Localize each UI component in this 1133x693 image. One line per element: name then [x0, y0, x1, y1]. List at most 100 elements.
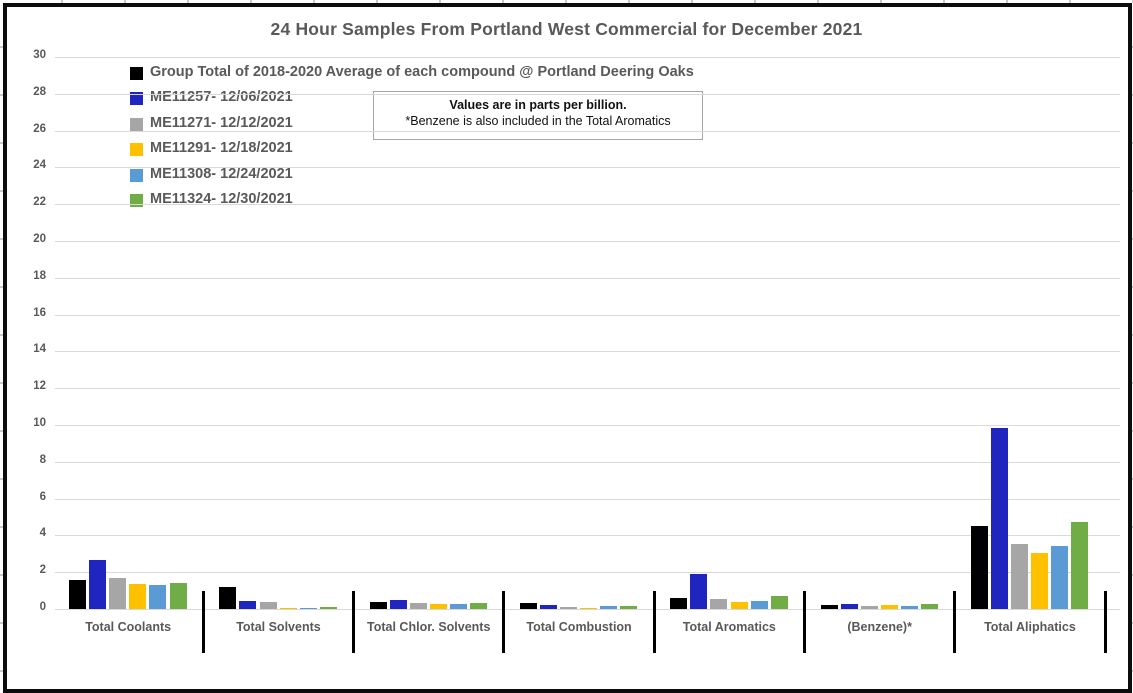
category-label: Total Chlor. Solvents: [367, 620, 491, 634]
category-label: Total Aromatics: [682, 620, 776, 634]
legend-label: Group Total of 2018-2020 Average of each…: [150, 64, 694, 80]
bar: [820, 604, 838, 609]
y-axis-tick-label: 26: [33, 122, 46, 135]
bar: [69, 580, 86, 609]
bar: [750, 600, 768, 609]
legend-label: ME11291- 12/18/2021: [150, 140, 293, 157]
bar: [880, 605, 898, 609]
category-separator-tick: [201, 591, 205, 653]
gridline: [55, 130, 1120, 132]
bar: [620, 606, 638, 609]
gridline: [55, 167, 1120, 169]
y-axis-tick-label: 10: [33, 417, 46, 429]
gridline: [55, 277, 1120, 279]
bar: [670, 597, 688, 609]
worksheet-gridlines-top: [0, 0, 1133, 3]
bar: [319, 606, 337, 609]
bar: [840, 603, 858, 609]
bar: [429, 604, 447, 609]
gridline: [55, 57, 1120, 58]
bar: [109, 577, 127, 609]
bar: [299, 607, 317, 609]
legend-swatch-icon: [130, 143, 143, 157]
worksheet-gridlines-left: [0, 0, 3, 693]
y-axis-tick-label: 2: [39, 564, 46, 577]
bar: [519, 603, 537, 609]
note-box: Values are in parts per billion. *Benzen…: [373, 91, 703, 140]
bar: [921, 603, 938, 609]
bar: [710, 598, 728, 609]
bar: [389, 600, 407, 609]
legend-label: ME11257- 12/06/2021: [150, 89, 293, 106]
bar: [1011, 543, 1028, 609]
gridline: [55, 498, 1120, 500]
gridline: [55, 535, 1120, 537]
legend-swatch-icon: [130, 194, 143, 207]
y-axis-tick-label: 28: [33, 85, 46, 98]
bar: [259, 602, 277, 609]
bar: [1031, 552, 1049, 609]
y-axis-tick-label: 6: [39, 490, 46, 503]
y-axis-tick-label: 8: [39, 453, 46, 466]
category-separator-tick: [502, 591, 506, 653]
bar: [860, 606, 878, 609]
bar: [580, 608, 598, 609]
legend-label: ME11308- 12/24/2021: [150, 165, 293, 182]
bar: [900, 605, 918, 609]
y-axis-tick-label: 30: [33, 49, 46, 61]
bar: [970, 526, 988, 609]
bar: [600, 606, 618, 609]
y-axis-tick-label: 24: [33, 159, 46, 172]
y-axis-tick-label: 18: [33, 269, 46, 282]
category-label: (Benzene)*: [847, 620, 912, 634]
bar: [169, 583, 187, 609]
bar: [1071, 521, 1089, 609]
bar: [690, 574, 708, 609]
bar: [990, 427, 1008, 609]
bar: [129, 584, 147, 609]
bar: [409, 603, 427, 609]
y-axis-tick-label: 14: [33, 343, 46, 356]
y-axis-tick-label: 12: [33, 380, 46, 393]
bar: [770, 596, 788, 609]
note-line-benzene: *Benzene is also included in the Total A…: [405, 114, 671, 128]
y-axis-tick-label: 0: [39, 601, 46, 613]
legend-swatch-icon: [130, 117, 143, 131]
bar: [730, 602, 748, 609]
y-axis-tick-label: 16: [33, 306, 46, 319]
category-separator-tick: [803, 591, 806, 653]
gridline: [55, 351, 1120, 353]
category-label: Total Aliphatics: [984, 620, 1076, 634]
bar: [369, 601, 387, 609]
category-separator-tick: [352, 591, 356, 653]
gridline: [55, 461, 1120, 463]
category-label: Total Coolants: [85, 620, 172, 634]
bar: [560, 607, 578, 609]
y-axis-tick-label: 4: [39, 527, 46, 540]
chart-title: 24 Hour Samples From Portland West Comme…: [270, 19, 863, 39]
gridline: [55, 241, 1120, 242]
bar: [1051, 546, 1069, 609]
bar: [540, 605, 557, 609]
gridline: [55, 609, 1120, 610]
gridline: [55, 314, 1120, 316]
bar: [89, 560, 107, 609]
category-label: Total Solvents: [236, 620, 321, 634]
bar: [450, 604, 467, 609]
bar: [149, 585, 167, 609]
bar: [219, 586, 237, 609]
gridline: [55, 425, 1120, 426]
gridline: [55, 388, 1120, 390]
legend-swatch-icon: [130, 67, 143, 80]
bar: [470, 603, 488, 609]
category-separator-tick: [1103, 591, 1107, 653]
category-separator-tick: [953, 591, 957, 653]
bar: [279, 607, 297, 609]
note-line-units: Values are in parts per billion.: [449, 98, 627, 112]
worksheet-gridlines-right: [1131, 0, 1133, 693]
legend-swatch-icon: [130, 168, 143, 182]
legend-label: ME11324- 12/30/2021: [150, 191, 293, 207]
y-axis-tick-label: 22: [33, 196, 46, 209]
